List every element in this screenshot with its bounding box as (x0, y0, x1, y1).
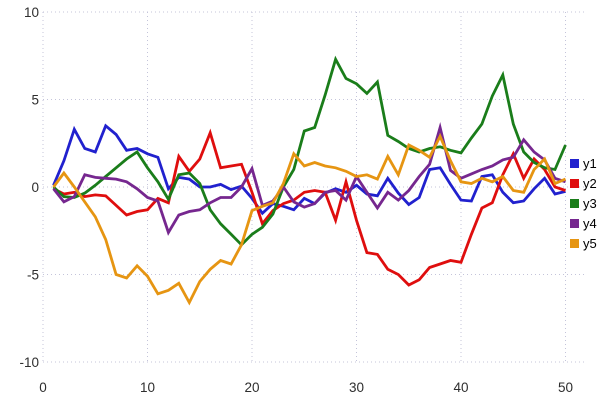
series-line-y3 (52, 55, 567, 247)
legend-label-y4: y4 (583, 215, 597, 231)
legend-swatch-y1 (570, 158, 579, 168)
legend-label-y5: y5 (583, 235, 597, 251)
series-line-y1 (52, 123, 566, 216)
y-tick-label--10: -10 (19, 355, 39, 370)
legend-swatch-y3 (570, 198, 579, 208)
y-tick-label-5: 5 (31, 93, 39, 108)
series-line-y5 (52, 132, 567, 306)
x-tick-label-0: 0 (39, 380, 47, 395)
legend-item-y4: y4 (570, 216, 597, 230)
legend-swatch-y5 (570, 238, 579, 248)
x-tick-label-10: 10 (140, 380, 155, 395)
series-line-y2 (52, 128, 566, 287)
legend-swatch-y2 (570, 178, 579, 188)
legend-label-y3: y3 (583, 195, 597, 211)
legend-item-y1: y1 (570, 156, 597, 170)
legend-item-y2: y2 (570, 176, 597, 190)
y-tick-label-10: 10 (24, 5, 39, 20)
x-tick-label-20: 20 (244, 380, 259, 395)
x-tick-label-40: 40 (453, 380, 468, 395)
y-tick-label-0: 0 (31, 180, 39, 195)
legend-item-y5: y5 (570, 236, 597, 250)
legend-item-y3: y3 (570, 196, 597, 210)
legend-label-y1: y1 (583, 155, 597, 171)
x-tick-label-50: 50 (558, 380, 573, 395)
y-tick-label--5: -5 (27, 268, 39, 283)
legend-swatch-y4 (570, 218, 579, 228)
legend-label-y2: y2 (583, 175, 597, 191)
series-line-y4 (52, 122, 566, 236)
x-tick-label-30: 30 (349, 380, 364, 395)
